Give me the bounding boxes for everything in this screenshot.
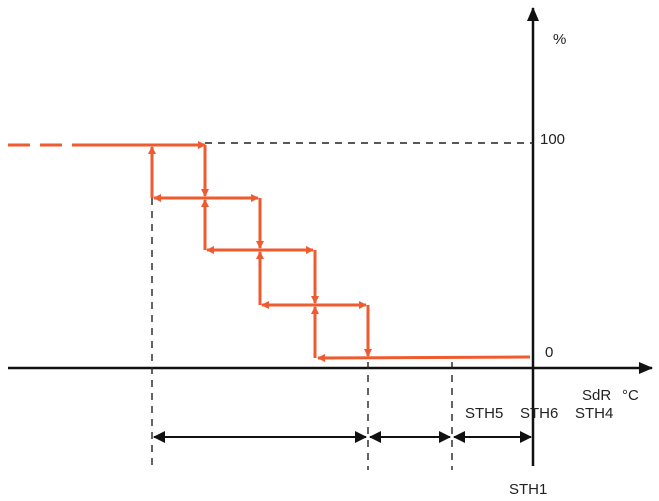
- curve-bottom: [317, 353, 531, 362]
- x-label: SdR: [582, 387, 611, 404]
- threshold-label: STH5: [465, 405, 503, 422]
- threshold-label: STH1: [509, 481, 547, 498]
- curve: [8, 141, 531, 362]
- guides: [151, 142, 533, 470]
- labels: % 100 0 SdR °C STH5 STH6 STH4 STH1: [465, 31, 639, 498]
- threshold-label: STH4: [575, 405, 613, 422]
- label-0: 0: [545, 344, 553, 361]
- x-unit: °C: [622, 387, 639, 404]
- axes: [8, 7, 653, 466]
- y-unit: %: [553, 31, 566, 48]
- threshold-label: STH6: [520, 405, 558, 422]
- label-100: 100: [540, 131, 565, 148]
